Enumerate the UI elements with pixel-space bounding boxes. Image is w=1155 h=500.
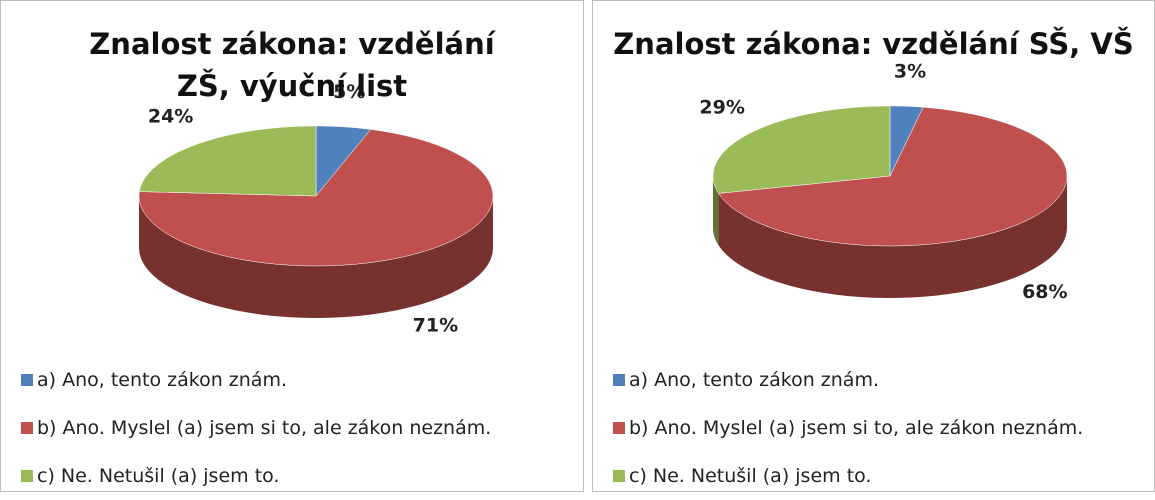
data-label: 68% [1022, 281, 1067, 303]
pie-slice [138, 129, 494, 267]
chart-panel: 3% 68% 29% Znalost zákona: vzdělání SŠ, VŠ a… [592, 0, 1155, 492]
legend-label: a) Ano, tento zákon znám. [37, 369, 287, 391]
chart-title: Znalost zákona: vzdělání SŠ, VŠ [613, 27, 1134, 61]
legend-label: b) Ano. Myslel (a) jsem si to, ale zákon… [37, 417, 492, 439]
pie-slice [718, 106, 1068, 247]
legend-label: c) Ne. Netušil (a) jsem to. [37, 465, 280, 487]
chart: 3% 68% 29% [699, 60, 1068, 303]
legend-swatch [613, 470, 625, 482]
pie-slice [315, 125, 372, 197]
pie-slice [139, 125, 317, 197]
legend-label: b) Ano. Myslel (a) jsem si to, ale zákon… [629, 417, 1084, 439]
legend-label: a) Ano, tento zákon znám. [629, 369, 879, 391]
data-label: 29% [699, 97, 744, 119]
legend-swatch [613, 422, 625, 434]
legend-item: b) Ano. Myslel (a) jsem si to, ale zákon… [21, 404, 491, 452]
legend-label: c) Ne. Netušil (a) jsem to. [629, 465, 872, 487]
legend: a) Ano, tento zákon znám. b) Ano. Myslel … [21, 356, 491, 500]
legend-swatch [613, 374, 625, 386]
legend-swatch [21, 422, 33, 434]
legend-item: c) Ne. Netušil (a) jsem to. [21, 452, 491, 500]
data-label: 3% [894, 60, 926, 82]
legend-item: a) Ano, tento zákon znám. [21, 356, 491, 404]
pie-slice [712, 105, 891, 194]
legend-swatch [21, 470, 33, 482]
pie-side [139, 196, 493, 318]
pie-side [713, 176, 719, 246]
legend-item: c) Ne. Netušil (a) jsem to. [613, 452, 1083, 500]
data-label: 71% [413, 315, 458, 337]
legend-item: a) Ano, tento zákon znám. [613, 356, 1083, 404]
legend-swatch [21, 374, 33, 386]
pie-side [718, 176, 1067, 298]
data-label: 24% [148, 106, 193, 128]
legend: a) Ano, tento zákon znám. b) Ano. Myslel … [613, 356, 1083, 500]
data-label: 5% [333, 81, 365, 103]
chart: 5% 71% 24% [138, 81, 494, 337]
chart-title: Znalost zákona: vzdělání ZŠ, výuční list [89, 27, 495, 103]
legend-item: b) Ano. Myslel (a) jsem si to, ale zákon… [613, 404, 1083, 452]
chart-panel: 5% 71% 24% Znalost zákona: vzdělání ZŠ, výu… [0, 0, 584, 492]
